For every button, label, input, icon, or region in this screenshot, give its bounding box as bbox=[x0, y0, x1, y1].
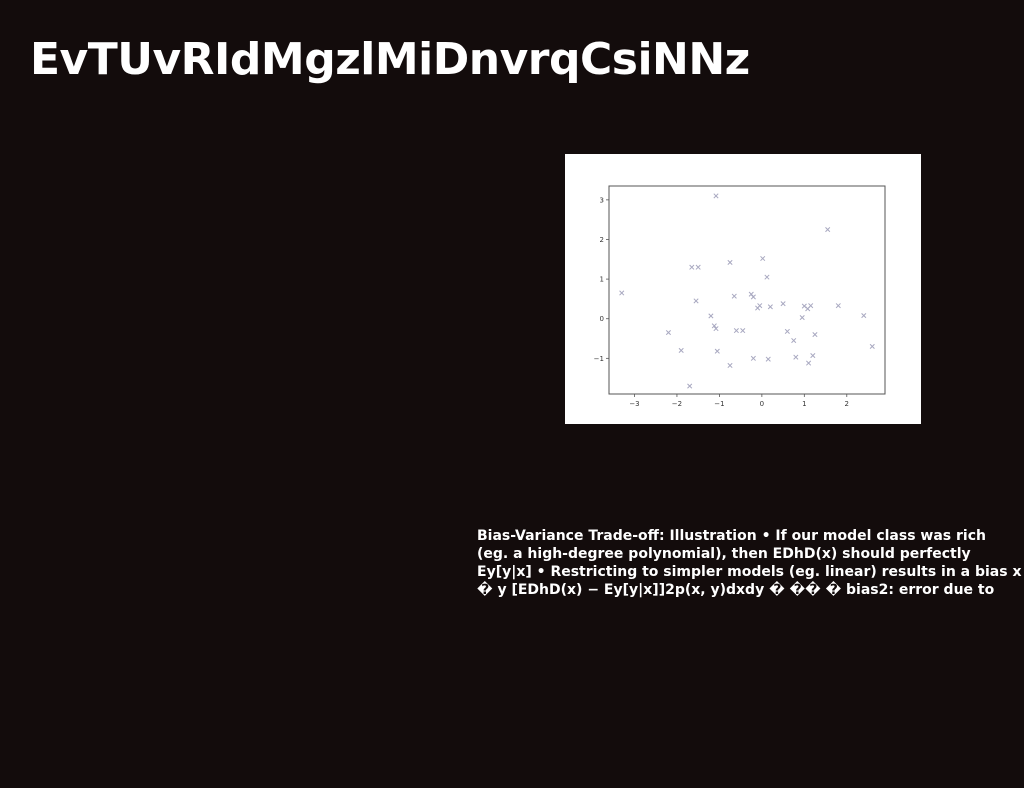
data-point bbox=[767, 304, 773, 310]
data-point bbox=[619, 290, 625, 296]
data-point bbox=[760, 255, 766, 262]
data-point bbox=[869, 343, 875, 350]
data-point bbox=[757, 303, 763, 309]
data-point bbox=[810, 353, 816, 359]
data-point bbox=[727, 362, 733, 369]
data-point bbox=[687, 383, 693, 389]
data-point bbox=[731, 293, 737, 299]
data-point bbox=[708, 313, 714, 319]
data-point bbox=[825, 227, 831, 233]
data-point bbox=[765, 356, 771, 362]
scatter-plot: −3 −2 −1 0 1 2 −1 0 1 2 3 bbox=[594, 185, 886, 408]
x-tick-label: −3 bbox=[629, 400, 639, 408]
x-tick-label: 1 bbox=[802, 400, 806, 408]
slide-body-text: Bias-Variance Trade-off: Illustration • … bbox=[477, 528, 1022, 598]
data-point bbox=[733, 328, 739, 334]
data-point bbox=[784, 328, 790, 334]
y-tick-label: 3 bbox=[600, 196, 604, 204]
data-point bbox=[689, 264, 695, 270]
data-point bbox=[808, 303, 814, 309]
y-tick-label: −1 bbox=[594, 355, 604, 363]
data-point bbox=[793, 354, 799, 360]
x-tick-label: −2 bbox=[672, 400, 682, 408]
data-point bbox=[693, 298, 699, 304]
data-point bbox=[764, 274, 770, 280]
data-point bbox=[806, 360, 812, 366]
x-tick-label: 2 bbox=[845, 400, 849, 408]
data-markers bbox=[619, 193, 875, 389]
x-axis-ticks: −3 −2 −1 0 1 2 bbox=[629, 394, 849, 408]
x-tick-label: −1 bbox=[714, 400, 724, 408]
data-point bbox=[678, 347, 684, 353]
y-tick-label: 0 bbox=[600, 315, 604, 323]
y-tick-label: 2 bbox=[600, 236, 604, 244]
data-point bbox=[791, 337, 797, 344]
data-point bbox=[727, 259, 733, 266]
data-point bbox=[714, 348, 720, 354]
data-point bbox=[713, 326, 719, 332]
data-point bbox=[695, 264, 701, 270]
data-point bbox=[711, 323, 717, 329]
plot-area bbox=[608, 185, 886, 395]
x-tick-label: 0 bbox=[760, 400, 764, 408]
chart-panel: −3 −2 −1 0 1 2 −1 0 1 2 3 bbox=[565, 154, 921, 424]
data-point bbox=[835, 303, 841, 309]
data-point bbox=[812, 332, 818, 338]
data-point bbox=[713, 193, 719, 199]
slide-title: EvTUvRIdMgzlMiDnvrqCsiNNz bbox=[30, 34, 750, 85]
y-axis-ticks: −1 0 1 2 3 bbox=[594, 196, 609, 363]
data-point bbox=[799, 314, 805, 321]
data-point bbox=[740, 328, 746, 334]
data-point bbox=[780, 301, 786, 307]
data-point bbox=[750, 294, 756, 300]
data-point bbox=[665, 330, 671, 336]
data-point bbox=[861, 313, 867, 319]
y-tick-label: 1 bbox=[600, 276, 604, 284]
data-point bbox=[750, 355, 756, 361]
